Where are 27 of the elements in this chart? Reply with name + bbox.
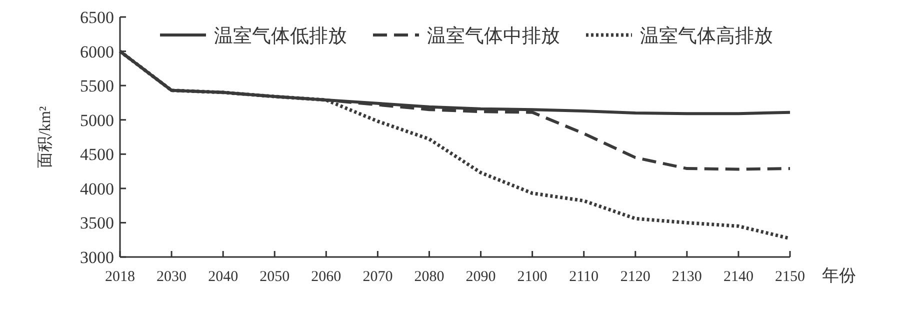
y-tick-label: 3000 <box>80 248 114 267</box>
x-tick-label: 2150 <box>775 269 805 285</box>
legend-label: 温室气体中排放 <box>427 25 560 47</box>
x-tick-label: 2030 <box>156 269 187 285</box>
x-tick-label: 2130 <box>672 269 702 285</box>
x-tick-label: 2070 <box>362 269 393 285</box>
legend-label: 温室气体低排放 <box>214 25 347 47</box>
x-tick-label: 2040 <box>208 269 238 285</box>
x-tick-label: 2140 <box>723 269 754 285</box>
x-tick-label: 2080 <box>414 269 444 285</box>
x-tick-label: 2050 <box>260 269 290 285</box>
x-tick-label: 2090 <box>466 269 496 285</box>
x-tick-label: 2100 <box>517 269 548 285</box>
x-tick-label: 2060 <box>311 269 342 285</box>
x-axis-title: 年份 <box>822 266 856 285</box>
y-tick-label: 6000 <box>80 42 114 62</box>
y-tick-label: 4500 <box>80 145 114 164</box>
x-tick-label: 2018 <box>105 269 135 285</box>
y-tick-label: 5500 <box>80 76 114 96</box>
legend-label: 温室气体高排放 <box>640 25 773 47</box>
x-tick-label: 2120 <box>620 269 650 285</box>
y-tick-label: 3500 <box>80 214 114 233</box>
x-tick-label: 2110 <box>569 269 599 285</box>
y-tick-label: 5000 <box>80 110 114 130</box>
y-tick-label: 4000 <box>80 179 114 198</box>
y-tick-label: 6500 <box>80 8 114 27</box>
y-axis-title: 面积/km² <box>37 106 54 168</box>
